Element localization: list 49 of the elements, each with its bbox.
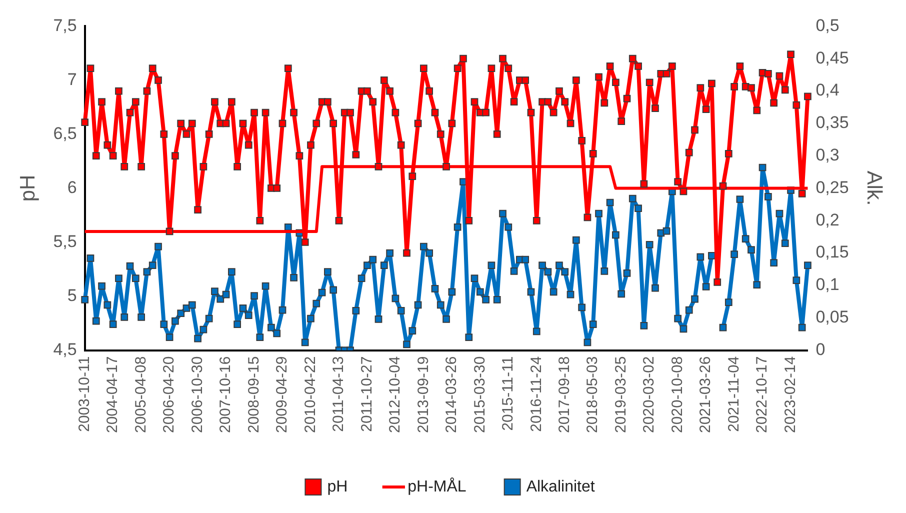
y2-tick-label: 0,4 [816, 80, 840, 100]
y2-tick-label: 0,25 [816, 178, 849, 197]
y2-tick-label: 0,3 [816, 146, 840, 165]
x-tick-label: 2019-03-25 [612, 356, 630, 434]
y-tick-label: 7 [67, 70, 77, 89]
x-tick-label: 2010-04-22 [302, 356, 319, 434]
x-tick-label: 2020-03-02 [640, 356, 658, 434]
x-tick-label: 2007-10-16 [217, 356, 234, 434]
x-tick-label: 2014-03-26 [443, 356, 460, 434]
x-tick-label: 2021-11-04 [725, 356, 742, 432]
y2-axis-title: Alk. [862, 170, 886, 206]
x-tick-label: 2018-05-03 [584, 356, 602, 434]
y-tick-label: 6 [67, 178, 77, 197]
y-axis-title: pH [16, 174, 40, 202]
x-tick-label: 2006-04-20 [160, 356, 178, 434]
x-tick-label: 2021-03-26 [697, 356, 714, 434]
y2-tick-label: 0,5 [816, 16, 840, 35]
x-tick-label: 2006-10-30 [188, 356, 206, 434]
y2-tick-label: 0,05 [816, 308, 849, 327]
y-tick-label: 5 [67, 286, 77, 305]
x-tick-label: 2015-03-30 [471, 356, 488, 434]
x-tick-label: 2011-04-13 [330, 356, 348, 432]
y2-tick-label: 0,2 [816, 210, 840, 230]
x-tick-label: 2012-10-04 [386, 356, 404, 434]
x-tick-label: 2020-10-08 [668, 356, 686, 434]
y2-tick-label: 0,35 [816, 113, 849, 132]
y2-tick-label: 0,45 [816, 48, 849, 68]
x-tick-label: 2016-11-24 [528, 356, 545, 432]
legend-label: pH-MÅL [408, 477, 466, 496]
x-tick-label: 2023-02-14 [782, 356, 799, 434]
y2-tick-label: 0,15 [816, 242, 849, 262]
legend-label: Alkalinitet [526, 478, 596, 496]
y-tick-label: 4,5 [53, 340, 77, 359]
x-tick-label: 2011-10-27 [358, 356, 376, 432]
x-tick-label: 2022-10-17 [754, 356, 771, 434]
x-tick-label: 2004-04-17 [104, 356, 122, 434]
x-tick-label: 2005-04-08 [132, 356, 150, 434]
y2-tick-label: 0,1 [816, 275, 840, 294]
y2-tick-label: 0 [816, 340, 826, 359]
x-tick-label: 2015-11-11 [500, 356, 517, 431]
x-tick-label: 2013-09-19 [414, 356, 432, 434]
x-tick-label: 2008-09-15 [245, 356, 262, 434]
x-tick-label: 2017-09-18 [556, 356, 574, 434]
x-tick-label: 2009-04-29 [274, 356, 291, 434]
y-tick-label: 6,5 [53, 124, 77, 143]
x-tick-label: 2003-10-11 [76, 356, 93, 432]
legend-label: pH [327, 478, 348, 496]
y-tick-label: 5,5 [53, 232, 77, 251]
y-tick-label: 7,5 [53, 16, 77, 35]
